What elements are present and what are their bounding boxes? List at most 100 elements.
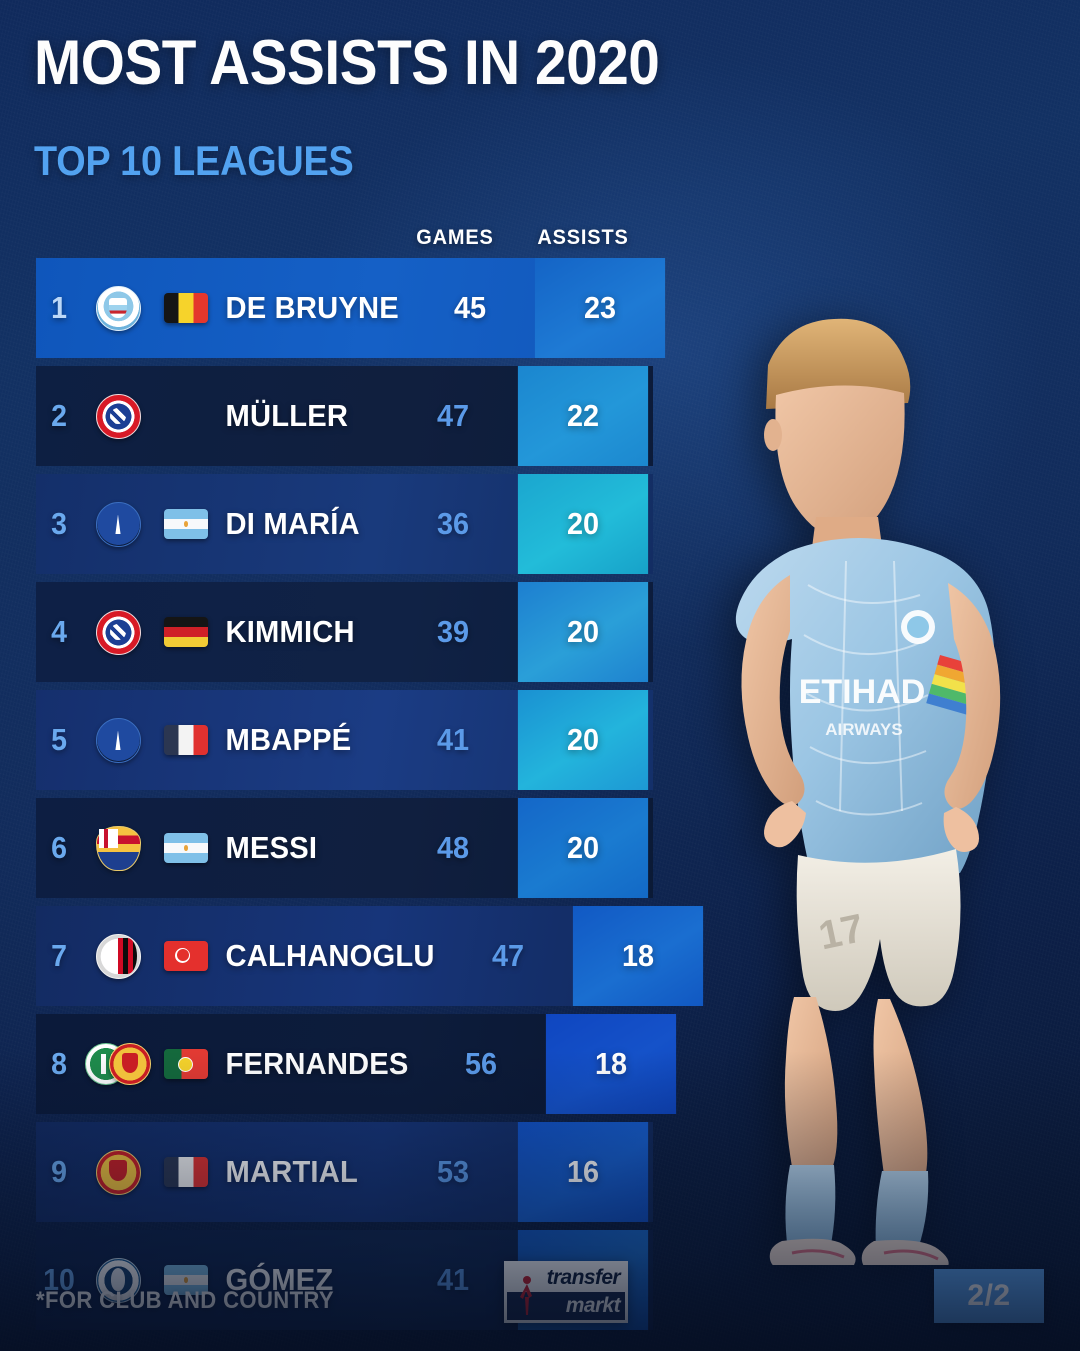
club-crest-manutd-icon — [109, 1043, 151, 1085]
club-badge-group — [82, 1149, 154, 1195]
club-crest-milan-icon — [95, 933, 141, 979]
club-crest-atalanta-icon — [95, 1257, 141, 1303]
player-name: MARTIAL — [225, 1154, 358, 1189]
logo-runner-icon — [520, 1276, 532, 1315]
games-value: 47 — [436, 398, 470, 433]
club-badge-group — [82, 609, 154, 655]
club-badge-group — [82, 393, 154, 439]
games-value: 45 — [454, 290, 487, 325]
logo-text-markt: markt — [565, 1294, 621, 1317]
club-badge-group — [82, 933, 154, 979]
column-header-assists: ASSISTS — [537, 226, 629, 249]
flag-fr-icon — [164, 725, 208, 755]
country-flag-wrap — [154, 941, 218, 971]
table-row[interactable]: 3 DI MARÍA 36 20 — [36, 474, 653, 574]
club-badge-group — [82, 501, 154, 547]
assists-value: 18 — [573, 906, 704, 1006]
flag-fr-icon — [164, 1157, 208, 1187]
club-badge-group — [82, 285, 154, 331]
rank-number: 8 — [51, 1046, 67, 1081]
club-crest-manutd-icon — [95, 1149, 141, 1195]
country-flag-wrap — [154, 1049, 218, 1079]
table-row[interactable]: 4 KIMMICH 39 20 — [36, 582, 653, 682]
assists-value: 20 — [517, 582, 649, 682]
rank-number: 10 — [43, 1262, 75, 1297]
country-flag-wrap — [154, 725, 218, 755]
player-name: DI MARÍA — [225, 506, 360, 541]
country-flag-wrap — [154, 509, 218, 539]
flag-tr-icon — [164, 941, 208, 971]
flag-ar-icon — [164, 509, 208, 539]
games-value: 41 — [436, 1262, 470, 1297]
svg-text:17: 17 — [815, 906, 868, 958]
svg-text:ETIHAD: ETIHAD — [799, 673, 926, 711]
player-name: MBAPPÉ — [225, 722, 352, 757]
assists-value: 20 — [517, 474, 649, 574]
club-crest-psg-icon — [95, 717, 141, 763]
rank-number: 6 — [51, 830, 67, 865]
svg-text:AIRWAYS: AIRWAYS — [825, 720, 902, 739]
player-name: DE BRUYNE — [225, 290, 399, 325]
country-flag-wrap — [154, 401, 218, 431]
club-badge-group — [82, 1043, 154, 1085]
club-crest-bayern-icon — [95, 393, 141, 439]
table-row[interactable]: 8 FERNANDES 56 18 — [36, 1014, 676, 1114]
games-value: 48 — [436, 830, 470, 865]
games-value: 36 — [436, 506, 470, 541]
assists-value: 22 — [517, 366, 649, 466]
player-name: FERNANDES — [225, 1046, 409, 1081]
flag-be-icon — [164, 293, 208, 323]
player-name: GÓMEZ — [225, 1262, 334, 1297]
player-name: CALHANOGLU — [225, 938, 435, 973]
table-row[interactable]: 6 MESSI 48 20 — [36, 798, 653, 898]
assists-value: 20 — [517, 690, 649, 790]
assists-value: 16 — [517, 1122, 649, 1222]
page-title: MOST ASSISTS IN 2020 — [34, 28, 660, 98]
transfermarkt-logo: transfer markt — [504, 1261, 628, 1323]
ranking-table: 1 DE BRUYNE 45 23 2 MÜLLER 47 22 3 DI MARÍA 36 20 4 K… — [36, 258, 704, 1338]
country-flag-wrap — [154, 1157, 218, 1187]
column-header-games: GAMES — [416, 226, 494, 249]
footnote: *FOR CLUB AND COUNTRY — [36, 1287, 335, 1314]
assists-value: 18 — [545, 1014, 676, 1114]
club-badge-group — [82, 825, 154, 871]
games-value: 56 — [464, 1046, 497, 1081]
club-crest-mancity-icon — [95, 285, 141, 331]
club-crest-bayern-icon — [95, 609, 141, 655]
games-value: 41 — [436, 722, 470, 757]
table-row[interactable]: 7 CALHANOGLU 47 18 — [36, 906, 704, 1006]
rank-number: 7 — [51, 938, 67, 973]
rank-number: 4 — [51, 614, 67, 649]
games-value: 47 — [492, 938, 525, 973]
rank-number: 5 — [51, 722, 67, 757]
club-badge-group — [82, 1257, 154, 1303]
player-name: KIMMICH — [225, 614, 355, 649]
table-row[interactable]: 2 MÜLLER 47 22 — [36, 366, 653, 466]
player-name: MÜLLER — [225, 398, 349, 433]
flag-de-icon — [164, 617, 208, 647]
page-indicator-badge: 2/2 — [934, 1269, 1044, 1323]
flag-pt-icon — [164, 1049, 208, 1079]
rank-number: 1 — [51, 290, 67, 325]
country-flag-wrap — [154, 293, 218, 323]
flag-ar-icon — [164, 1265, 208, 1295]
rank-number: 9 — [51, 1154, 67, 1189]
country-flag-wrap — [154, 833, 218, 863]
flag-placeholder — [164, 401, 208, 431]
table-row[interactable]: 9 MARTIAL 53 16 — [36, 1122, 653, 1222]
assists-value: 20 — [517, 798, 649, 898]
club-crest-psg-icon — [95, 501, 141, 547]
rank-number: 3 — [51, 506, 67, 541]
player-name: MESSI — [225, 830, 318, 865]
games-value: 53 — [436, 1154, 470, 1189]
logo-text-transfer: transfer — [546, 1266, 621, 1289]
table-row[interactable]: 1 DE BRUYNE 45 23 — [36, 258, 666, 358]
flag-ar-icon — [164, 833, 208, 863]
page-subtitle: TOP 10 LEAGUES — [34, 137, 354, 184]
club-badge-group — [82, 717, 154, 763]
table-row[interactable]: 5 MBAPPÉ 41 20 — [36, 690, 653, 790]
country-flag-wrap — [154, 1265, 218, 1295]
games-value: 39 — [436, 614, 470, 649]
assists-value: 23 — [535, 258, 666, 358]
